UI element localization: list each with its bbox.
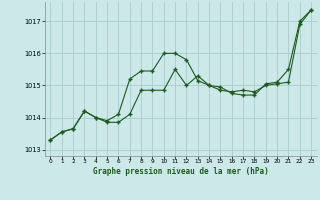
X-axis label: Graphe pression niveau de la mer (hPa): Graphe pression niveau de la mer (hPa) — [93, 167, 269, 176]
